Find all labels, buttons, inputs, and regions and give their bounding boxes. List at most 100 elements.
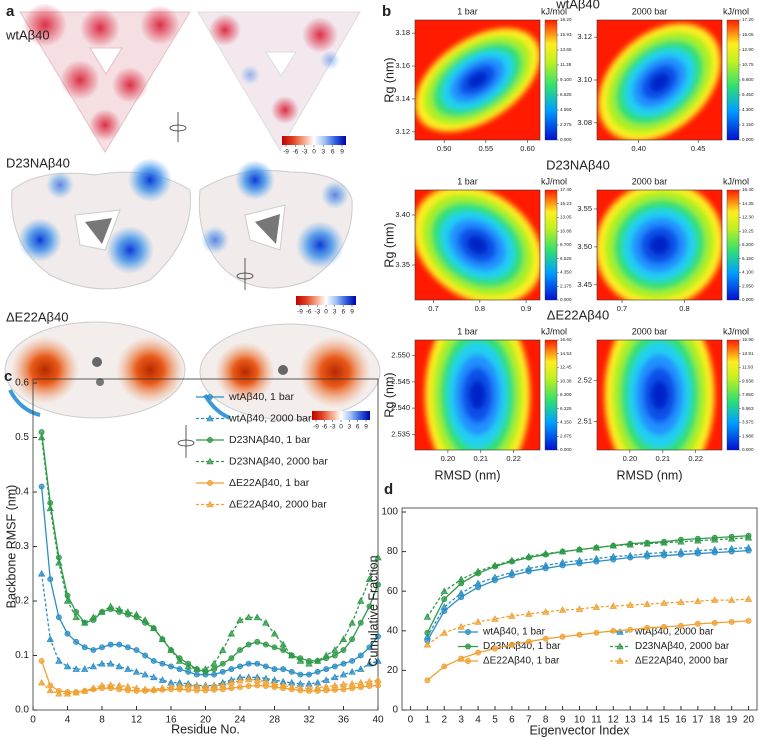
- marker: [254, 660, 261, 667]
- y-tick-label: 0.4: [15, 487, 29, 498]
- marker: [711, 619, 718, 626]
- marker: [357, 619, 364, 626]
- marker: [306, 671, 312, 678]
- marker: [677, 537, 685, 545]
- y-tick-label: 2.52: [577, 376, 592, 385]
- colorbar-tick-label: 10.38: [560, 378, 572, 383]
- marker: [227, 629, 236, 637]
- colorbar-tick-label: 9: [364, 424, 368, 431]
- marker: [711, 535, 719, 543]
- marker: [374, 553, 382, 561]
- marker: [55, 614, 62, 621]
- colorbar-tick-label: -9: [313, 424, 319, 431]
- marker: [132, 668, 141, 675]
- heatmap: [597, 190, 722, 300]
- colorbar: [726, 189, 740, 301]
- x-tick-label: 0.40: [631, 144, 646, 153]
- colorbar-tick-label: 12.45: [560, 365, 572, 370]
- x-tick-label: 0.55: [479, 144, 494, 153]
- x-tick-label: 12: [608, 715, 620, 726]
- heatmap: [415, 190, 540, 300]
- y-tick-label: 2.540: [391, 403, 410, 412]
- marker: [616, 657, 624, 664]
- marker: [236, 676, 244, 684]
- legend-label: wtAβ40, 1 bar: [228, 391, 294, 403]
- colorbar-tick-label: 11.93: [742, 365, 754, 370]
- marker: [237, 684, 243, 691]
- marker: [558, 558, 567, 566]
- colorbar-tick-label: 16.40: [742, 187, 754, 192]
- marker: [711, 545, 719, 553]
- marker: [201, 682, 210, 690]
- marker: [424, 677, 431, 684]
- marker: [616, 628, 624, 635]
- plot-title: 2000 bar: [632, 6, 668, 16]
- marker: [254, 638, 261, 645]
- marker: [491, 615, 499, 622]
- x-tick-label: 7: [526, 715, 532, 726]
- x-tick-label: 0.22: [688, 454, 703, 463]
- x-tick-label: 0: [30, 715, 36, 726]
- y-tick-label: 3.50: [577, 242, 592, 251]
- series-line: [426, 537, 749, 618]
- marker: [357, 652, 364, 659]
- marker: [219, 668, 226, 675]
- marker: [81, 665, 89, 672]
- marker: [457, 589, 465, 596]
- marker: [340, 686, 347, 693]
- x-tick-label: 0.20: [623, 454, 638, 463]
- marker: [228, 685, 235, 692]
- marker: [375, 633, 381, 640]
- colorbar-tick-label: 3: [322, 149, 326, 156]
- colorbar-tick-label: 10.88: [560, 228, 572, 233]
- marker: [616, 642, 624, 650]
- marker: [728, 618, 735, 625]
- colorbar-tick-label: 1.988: [742, 433, 754, 438]
- x-tick-label: 32: [303, 715, 315, 726]
- marker: [270, 680, 279, 687]
- y-tick-label: 0.5: [15, 432, 29, 443]
- colorbar-tick-label: 0: [324, 309, 328, 316]
- y-tick-label: 3.55: [577, 204, 592, 213]
- legend-label: ΔE22Aβ40, 1 bar: [483, 656, 560, 667]
- y-tick-label: 0.6: [15, 378, 29, 389]
- x-tick-label: 2: [441, 715, 447, 726]
- marker: [98, 681, 106, 689]
- marker: [142, 652, 149, 659]
- marker: [440, 603, 448, 610]
- marker: [141, 670, 149, 678]
- energy-levels: [598, 23, 721, 140]
- marker: [245, 683, 252, 689]
- series-line: [40, 573, 379, 687]
- energy-levels: [604, 340, 715, 450]
- colorbar-tick-label: 6.450: [742, 92, 754, 97]
- marker: [474, 567, 482, 575]
- colorbar: [544, 19, 558, 141]
- marker: [465, 643, 471, 650]
- marker: [288, 668, 295, 675]
- colorbar-tick-label: 12.30: [742, 215, 754, 220]
- marker: [55, 559, 63, 566]
- marker: [296, 684, 305, 691]
- x-tick-label: 4: [475, 715, 481, 726]
- marker: [575, 556, 584, 564]
- colorbar-tick-label: 0.000: [742, 137, 754, 142]
- rotation-arrows: [169, 112, 254, 458]
- y-tick-label: 80: [387, 546, 399, 557]
- plot-title: 2000 bar: [632, 176, 668, 186]
- marker: [626, 540, 634, 548]
- marker: [124, 665, 132, 672]
- colorbar-tick-label: 9: [340, 149, 344, 156]
- marker: [236, 616, 244, 623]
- marker: [423, 632, 432, 640]
- marker: [184, 681, 192, 689]
- plot-frame: [596, 189, 723, 301]
- marker: [262, 677, 270, 685]
- colorbar-tick-label: 4.100: [742, 270, 754, 275]
- marker: [219, 681, 227, 688]
- marker: [374, 676, 382, 683]
- energy-level: [649, 234, 670, 256]
- marker: [206, 414, 214, 422]
- energy-level: [649, 72, 670, 92]
- marker: [167, 683, 175, 690]
